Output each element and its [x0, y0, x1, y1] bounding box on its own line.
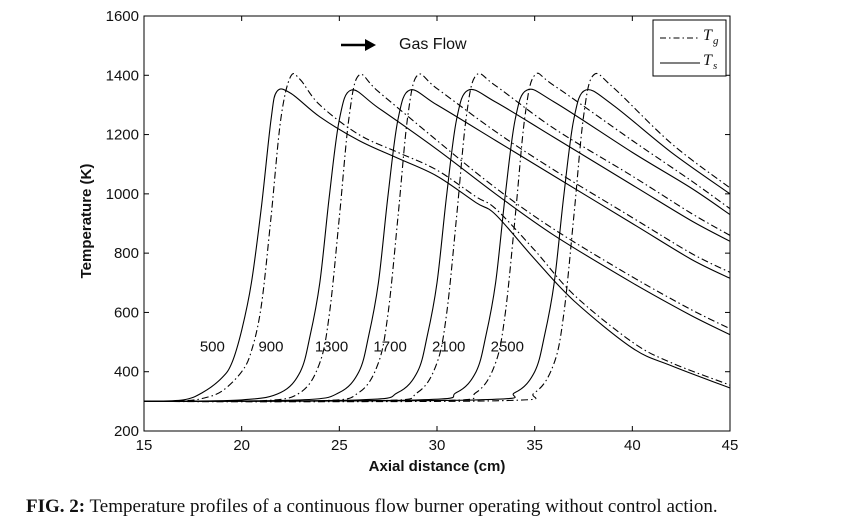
caption-text: Temperature profiles of a continuous flo…: [85, 496, 718, 517]
legend-box: [652, 19, 727, 77]
y-tick-label: 400: [114, 364, 139, 381]
series-line-2100-tg: [143, 72, 731, 403]
y-tick-label: 1400: [106, 67, 139, 84]
x-tick-label: 40: [624, 437, 641, 454]
caption-label: FIG. 2:: [26, 496, 86, 517]
x-axis-title: Axial distance (cm): [369, 458, 506, 475]
series-line-2500-ts: [143, 89, 731, 402]
figure-caption: FIG. 2: Temperature profiles of a contin…: [26, 496, 846, 518]
series-line-900-ts: [143, 89, 731, 402]
y-tick-label: 1200: [106, 127, 139, 144]
legend: T g T s: [652, 19, 727, 77]
line-chart: 15 20 25 30 35 40 45 2004006008001000120014001…: [78, 8, 739, 475]
series-line-1300-tg: [143, 73, 731, 403]
x-axis-ticks: 15 20 25 30 35 40 45: [136, 16, 739, 454]
x-tick-label: 20: [233, 437, 250, 454]
curve-label-1300: 1300: [315, 339, 348, 356]
y-tick-label: 800: [114, 245, 139, 262]
curve-label-2100: 2100: [432, 339, 465, 356]
series-line-1300-ts: [143, 89, 731, 402]
curve-label-2500: 2500: [491, 339, 524, 356]
series-line-1700-ts: [143, 88, 731, 402]
series-line-1700-tg: [143, 72, 731, 403]
series-line-2100-ts: [143, 88, 731, 402]
x-tick-label: 25: [331, 437, 348, 454]
legend-ts-label: T: [703, 52, 713, 69]
series-line-500-tg: [143, 72, 731, 402]
y-axis-ticks: 200 400 600 800 1000 1200 1400 1600: [106, 8, 730, 440]
x-tick-label: 30: [429, 437, 446, 454]
y-tick-label: 200: [114, 423, 139, 440]
curve-labels: 500 900 1300 1700 2100 2500: [200, 339, 524, 356]
legend-tg-subscript: g: [713, 35, 719, 47]
legend-tg-label: T: [703, 27, 713, 44]
legend-ts-subscript: s: [713, 60, 717, 72]
gas-flow-label: Gas Flow: [399, 36, 467, 53]
series-line-2500-tg: [143, 72, 731, 403]
y-tick-label: 1000: [106, 186, 139, 203]
curve-label-1700: 1700: [373, 339, 406, 356]
y-tick-label: 1600: [106, 8, 139, 25]
gas-flow-arrow-icon: [365, 39, 376, 51]
curve-label-900: 900: [258, 339, 283, 356]
curve-label-500: 500: [200, 339, 225, 356]
x-tick-label: 15: [136, 437, 153, 454]
gas-flow-annotation: Gas Flow: [341, 36, 467, 53]
x-tick-label: 35: [526, 437, 543, 454]
curves-group: [143, 72, 731, 403]
y-tick-label: 600: [114, 304, 139, 321]
y-axis-title: Temperature (K): [78, 164, 95, 279]
x-tick-label: 45: [722, 437, 739, 454]
series-line-900-tg: [143, 73, 731, 403]
